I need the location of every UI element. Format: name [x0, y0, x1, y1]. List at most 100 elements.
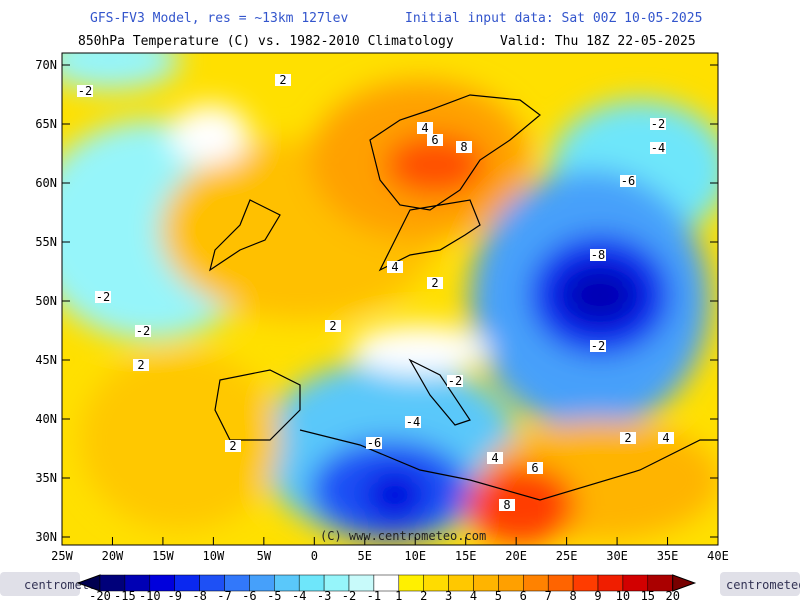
- colorbar-arrow: [672, 574, 697, 592]
- lat-label: 50N: [35, 294, 57, 308]
- contour-label-box: [456, 141, 472, 153]
- lat-label: 70N: [35, 58, 57, 72]
- colorbar-label: 8: [569, 589, 576, 600]
- colorbar-label: -4: [292, 589, 306, 600]
- init-title: Initial input data: Sat 00Z 10-05-2025: [405, 11, 702, 26]
- lon-label: 20W: [102, 549, 124, 563]
- colorbar-label: -1: [367, 589, 381, 600]
- lat-label: 45N: [35, 353, 57, 367]
- colorbar-label: 2: [420, 589, 427, 600]
- colorbar-label: -20: [89, 589, 111, 600]
- logo-box: [720, 572, 800, 596]
- contour-label: -2: [78, 84, 92, 98]
- lon-label: 0: [311, 549, 318, 563]
- colorbar-label: -3: [317, 589, 331, 600]
- contour-label-box: [135, 325, 151, 337]
- contour-label: 6: [431, 133, 438, 147]
- map-frame: [61, 52, 719, 546]
- colorbar-label: -8: [192, 589, 206, 600]
- contour-label: 8: [503, 498, 510, 512]
- contour-label-box: [427, 134, 443, 146]
- contour-label: -8: [591, 248, 605, 262]
- lat-label: 30N: [35, 530, 57, 544]
- colorbar-label: 20: [665, 589, 679, 600]
- contour-label: -2: [136, 324, 150, 338]
- contour-label: 8: [460, 140, 467, 154]
- contour-label-box: [499, 499, 515, 511]
- lon-label: 30E: [606, 549, 628, 563]
- contour-label-box: [77, 85, 93, 97]
- contour-label: 2: [624, 431, 631, 445]
- colorbar-label: -2: [342, 589, 356, 600]
- contour-label-box: [325, 320, 341, 332]
- contour-label: -2: [591, 339, 605, 353]
- contour-label-box: [527, 462, 543, 474]
- lon-label: 20E: [505, 549, 527, 563]
- contour-label-box: [487, 452, 503, 464]
- logo-box: [0, 572, 80, 596]
- colorbar-label: 6: [520, 589, 527, 600]
- field-title: 850hPa Temperature (C) vs. 1982-2010 Cli…: [78, 34, 454, 49]
- contour-label: 2: [329, 319, 336, 333]
- contour-label-box: [658, 432, 674, 444]
- contour-label: 2: [279, 73, 286, 87]
- contour-label-box: [405, 416, 421, 428]
- lon-label: 5W: [257, 549, 272, 563]
- colorbar-label: 5: [495, 589, 502, 600]
- colorbar-label: -5: [267, 589, 281, 600]
- lat-label: 40N: [35, 412, 57, 426]
- colorbar-label: -10: [139, 589, 161, 600]
- lat-label: 65N: [35, 117, 57, 131]
- contour-label: 2: [137, 358, 144, 372]
- contour-label-box: [447, 375, 463, 387]
- lon-label: 15W: [152, 549, 174, 563]
- contour-label: 4: [421, 121, 428, 135]
- contour-label-box: [590, 340, 606, 352]
- contour-label: -2: [448, 374, 462, 388]
- lat-label: 55N: [35, 235, 57, 249]
- colorbar-label: 10: [616, 589, 630, 600]
- colorbar-label: -15: [114, 589, 136, 600]
- lon-label: 35E: [657, 549, 679, 563]
- lon-label: 5E: [358, 549, 372, 563]
- contour-label: 4: [491, 451, 498, 465]
- colorbar-label: 3: [445, 589, 452, 600]
- colorbar-label: 15: [641, 589, 655, 600]
- contour-label: -2: [651, 117, 665, 131]
- lat-label: 35N: [35, 471, 57, 485]
- colorbar-label: 4: [470, 589, 477, 600]
- lat-label: 60N: [35, 176, 57, 190]
- contour-label-box: [275, 74, 291, 86]
- colorbar-label: -9: [167, 589, 181, 600]
- contour-label: -6: [621, 174, 635, 188]
- contour-label: 6: [531, 461, 538, 475]
- contour-label: -6: [367, 436, 381, 450]
- model-title: GFS-FV3 Model, res = ~13km 127lev: [90, 11, 348, 26]
- contour-label-box: [387, 261, 403, 273]
- contour-label-box: [95, 291, 111, 303]
- logo-right: centrometeo: [726, 578, 800, 592]
- contour-label-box: [620, 175, 636, 187]
- lon-label: 25E: [556, 549, 578, 563]
- contour-label: 4: [391, 260, 398, 274]
- contour-label: 2: [431, 276, 438, 290]
- colorbar-label: -7: [217, 589, 231, 600]
- valid-title: Valid: Thu 18Z 22-05-2025: [500, 34, 696, 49]
- contour-label: -2: [96, 290, 110, 304]
- lon-label: 10W: [203, 549, 225, 563]
- contour-label-box: [620, 432, 636, 444]
- coastlines: [209, 94, 718, 501]
- lon-label: 10E: [404, 549, 426, 563]
- lon-label: 25W: [51, 549, 73, 563]
- contour-label-box: [417, 122, 433, 134]
- contour-label-box: [590, 249, 606, 261]
- colorbar-label: 1: [395, 589, 402, 600]
- contour-label-box: [366, 437, 382, 449]
- contour-label: 4: [662, 431, 669, 445]
- contour-label-box: [650, 118, 666, 130]
- colorbar-label: -6: [242, 589, 256, 600]
- contour-label: -4: [651, 141, 665, 155]
- contour-label: 2: [229, 439, 236, 453]
- contour-label-box: [427, 277, 443, 289]
